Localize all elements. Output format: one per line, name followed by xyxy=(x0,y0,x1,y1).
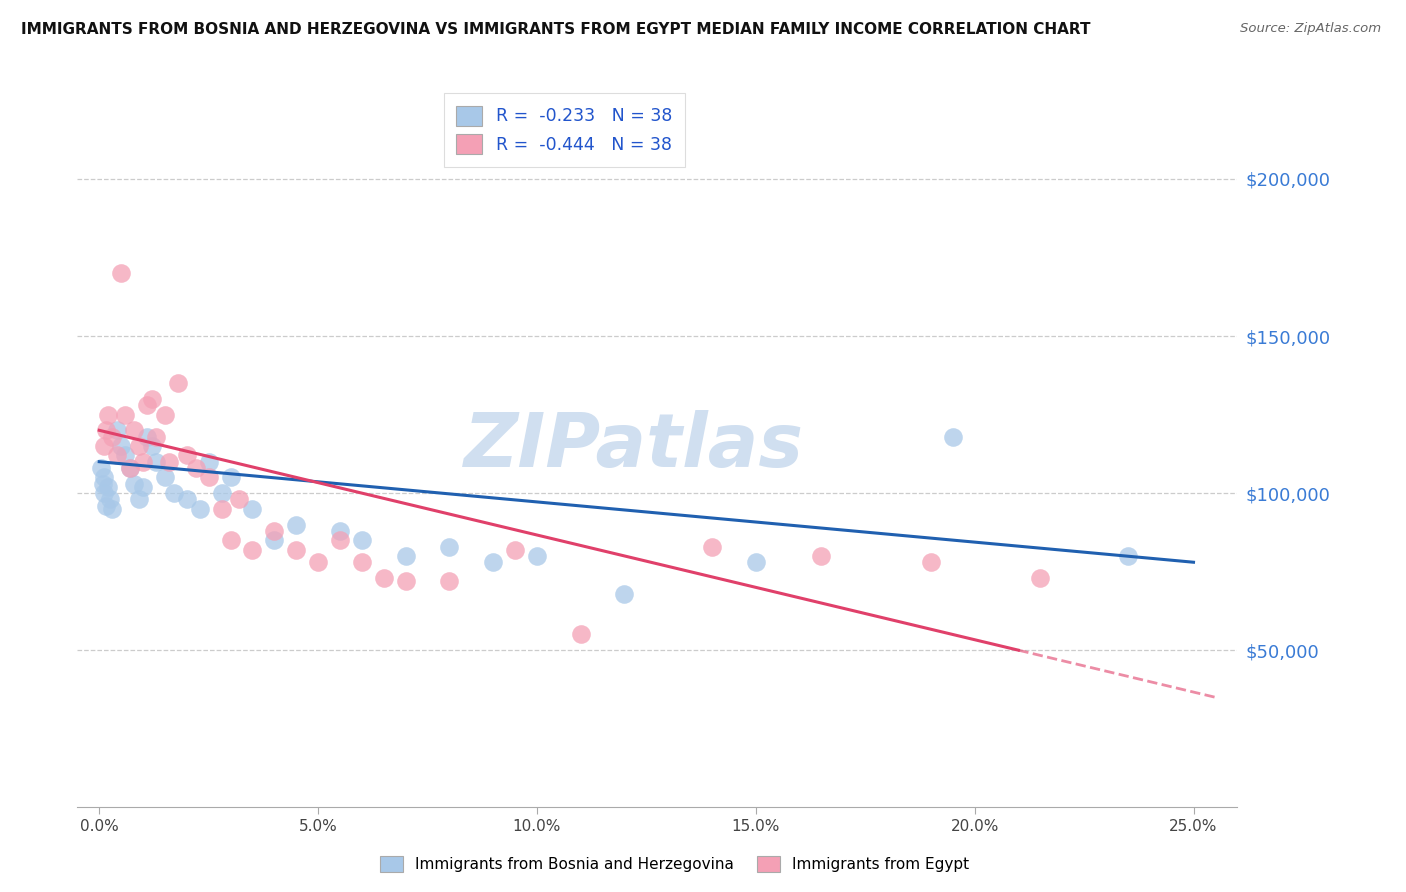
Point xyxy=(128,492,150,507)
Point xyxy=(526,549,548,563)
Point xyxy=(101,501,124,516)
Point xyxy=(114,408,136,422)
Point xyxy=(942,429,965,443)
Point xyxy=(329,524,352,538)
Point xyxy=(118,461,141,475)
Point xyxy=(307,555,329,569)
Point xyxy=(110,439,132,453)
Point xyxy=(122,423,145,437)
Point xyxy=(394,549,416,563)
Point xyxy=(93,439,115,453)
Point xyxy=(94,423,117,437)
Point xyxy=(157,455,180,469)
Text: IMMIGRANTS FROM BOSNIA AND HERZEGOVINA VS IMMIGRANTS FROM EGYPT MEDIAN FAMILY IN: IMMIGRANTS FROM BOSNIA AND HERZEGOVINA V… xyxy=(21,22,1091,37)
Point xyxy=(329,533,352,548)
Point xyxy=(101,429,124,443)
Point xyxy=(141,439,163,453)
Text: ZIPatlas: ZIPatlas xyxy=(464,409,804,483)
Point xyxy=(188,501,211,516)
Point xyxy=(211,501,233,516)
Point xyxy=(153,470,176,484)
Point xyxy=(263,524,285,538)
Point xyxy=(105,449,128,463)
Point xyxy=(122,476,145,491)
Point xyxy=(93,470,115,484)
Point xyxy=(97,480,120,494)
Point xyxy=(263,533,285,548)
Point xyxy=(93,486,115,500)
Point xyxy=(132,480,155,494)
Point xyxy=(118,461,141,475)
Point xyxy=(373,571,395,585)
Point xyxy=(136,429,159,443)
Point xyxy=(394,574,416,588)
Point xyxy=(176,492,198,507)
Point xyxy=(91,476,114,491)
Point xyxy=(97,408,120,422)
Point xyxy=(184,461,207,475)
Point xyxy=(98,492,121,507)
Point xyxy=(90,461,112,475)
Point xyxy=(167,376,190,391)
Point xyxy=(176,449,198,463)
Point xyxy=(1029,571,1052,585)
Point xyxy=(219,533,242,548)
Legend: Immigrants from Bosnia and Herzegovina, Immigrants from Egypt: Immigrants from Bosnia and Herzegovina, … xyxy=(373,848,977,880)
Point xyxy=(145,455,167,469)
Point xyxy=(197,455,219,469)
Point xyxy=(110,266,132,280)
Point xyxy=(350,555,373,569)
Point xyxy=(810,549,832,563)
Point xyxy=(569,627,592,641)
Point xyxy=(132,455,155,469)
Point xyxy=(503,542,526,557)
Point xyxy=(136,398,159,412)
Point xyxy=(197,470,219,484)
Point xyxy=(1116,549,1139,563)
Point xyxy=(439,540,461,554)
Point xyxy=(350,533,373,548)
Point xyxy=(94,499,117,513)
Point xyxy=(228,492,250,507)
Point xyxy=(745,555,768,569)
Point xyxy=(128,439,150,453)
Point xyxy=(920,555,942,569)
Point xyxy=(482,555,505,569)
Point xyxy=(219,470,242,484)
Point xyxy=(211,486,233,500)
Point xyxy=(285,542,308,557)
Point xyxy=(114,449,136,463)
Point xyxy=(145,429,167,443)
Text: Source: ZipAtlas.com: Source: ZipAtlas.com xyxy=(1240,22,1381,36)
Point xyxy=(439,574,461,588)
Point xyxy=(162,486,184,500)
Point xyxy=(242,501,264,516)
Point xyxy=(153,408,176,422)
Point xyxy=(242,542,264,557)
Point xyxy=(613,587,636,601)
Point xyxy=(700,540,723,554)
Point xyxy=(285,517,308,532)
Point xyxy=(105,423,128,437)
Point xyxy=(141,392,163,406)
Legend: R =  -0.233   N = 38, R =  -0.444   N = 38: R = -0.233 N = 38, R = -0.444 N = 38 xyxy=(444,94,685,167)
